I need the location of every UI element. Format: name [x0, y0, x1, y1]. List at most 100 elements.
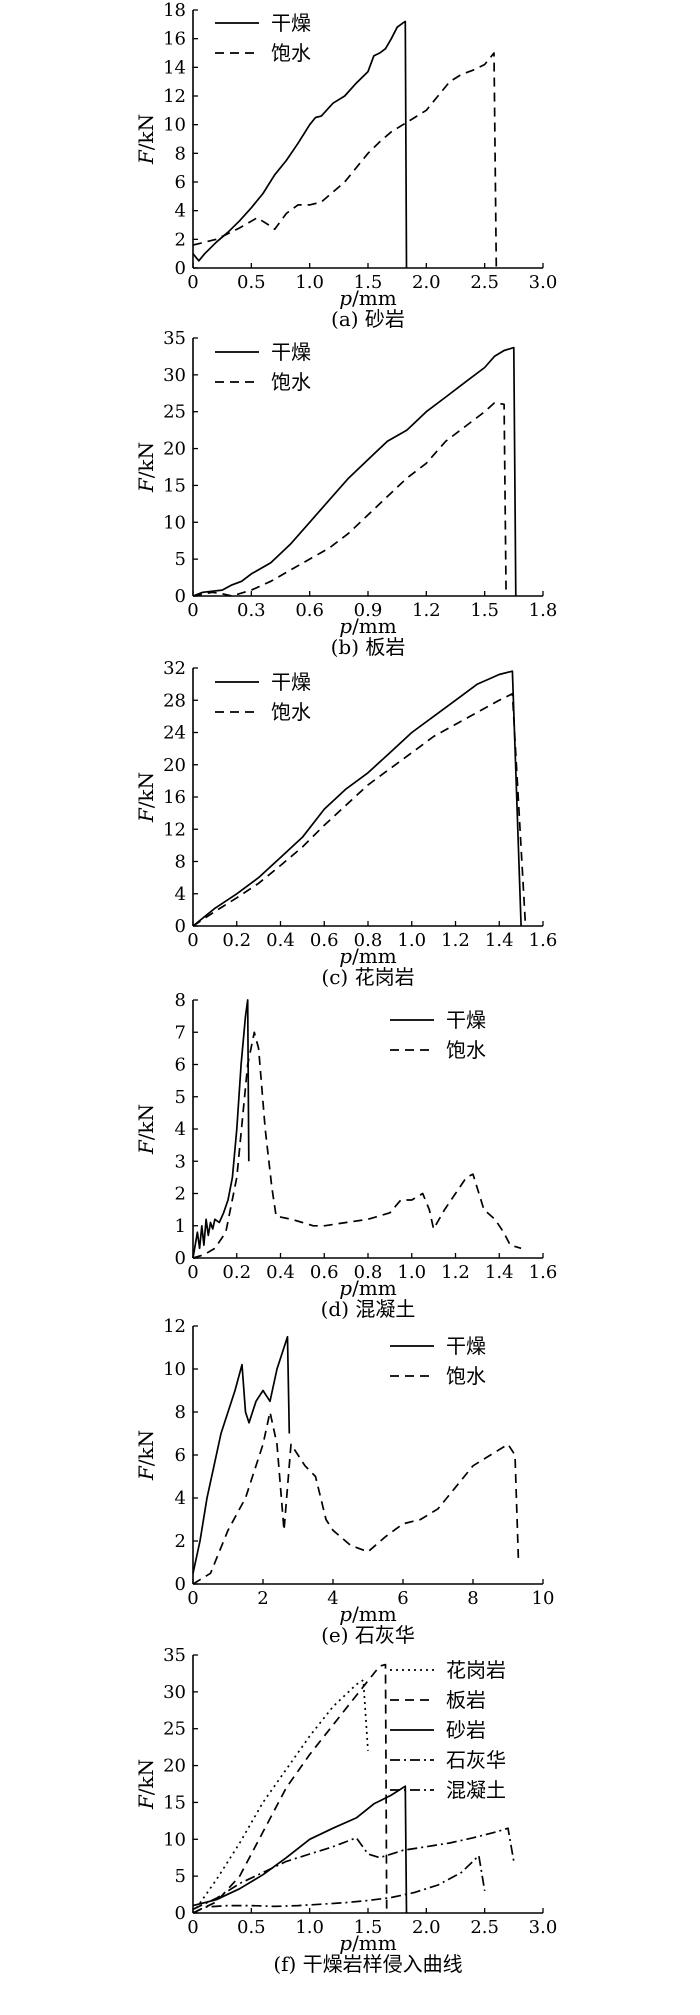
x-tick-label: 0	[187, 1917, 198, 1938]
chart-panel-6: 0 0.5 1.0 1.5 2.0 2.5 3.0 0 5 10 15 20 25 30 35 p/mm F/k…	[134, 1645, 557, 1976]
legend-label: 砂岩	[446, 1718, 486, 1742]
y-tick-label: 2	[175, 229, 186, 250]
series-line-2	[192, 692, 527, 927]
y-tick-label: 6	[175, 172, 186, 193]
y-tick-label: 12	[163, 819, 186, 840]
x-tick-label: 0.8	[354, 1262, 383, 1283]
x-tick-label: 0.2	[222, 930, 251, 951]
x-tick-label: 0	[187, 600, 198, 621]
y-tick-label: 35	[163, 328, 186, 349]
y-axis-title: F/kN	[134, 772, 158, 823]
y-tick-label: 5	[175, 1087, 186, 1108]
x-tick-label: 6	[397, 1588, 408, 1609]
x-tick-label: 1.0	[295, 1917, 324, 1938]
x-tick-label: 3.0	[529, 272, 558, 293]
x-tick-label: 0.6	[310, 1262, 339, 1283]
x-tick-label: 0.3	[237, 600, 266, 621]
x-tick-label: 0	[187, 930, 198, 951]
x-tick-label: 1.6	[529, 1262, 558, 1283]
x-tick-label: 1.2	[441, 1262, 470, 1283]
x-tick-label: 1.0	[295, 272, 324, 293]
y-tick-label: 10	[163, 115, 186, 136]
x-tick-label: 0.5	[237, 1917, 266, 1938]
x-tick-label: 1.5	[470, 600, 499, 621]
x-tick-label: 10	[532, 1588, 555, 1609]
legend-label: 干燥	[271, 340, 311, 364]
x-tick-label: 1.6	[529, 930, 558, 951]
legend-label: 干燥	[271, 670, 311, 694]
y-tick-label: 0	[175, 1248, 186, 1269]
x-tick-label: 1.2	[441, 930, 470, 951]
x-tick-label: 8	[467, 1588, 478, 1609]
x-tick-label: 0.4	[266, 930, 295, 951]
legend-label: 饱水	[271, 700, 311, 724]
legend-label: 混凝土	[446, 1778, 506, 1802]
y-tick-label: 20	[163, 439, 186, 460]
y-tick-label: 2	[175, 1531, 186, 1552]
x-axis-title: p/mm	[339, 1276, 397, 1300]
y-tick-label: 18	[163, 0, 186, 21]
series-line-2	[192, 1663, 388, 1914]
y-tick-label: 14	[163, 57, 186, 78]
legend-label: 干燥	[446, 1008, 486, 1032]
y-tick-label: 5	[175, 549, 186, 570]
y-tick-label: 25	[163, 402, 186, 423]
y-tick-label: 24	[163, 723, 186, 744]
series-line-4	[192, 1827, 515, 1911]
legend-label: 饱水	[446, 1038, 486, 1062]
series-line-1	[192, 346, 517, 597]
chart-panel-2: 0 0.3 0.6 0.9 1.2 1.5 1.8 0 5 10 15 20 25 30 35 p/mm F/k…	[134, 328, 557, 659]
y-tick-label: 10	[163, 512, 186, 533]
y-axis-title: F/kN	[134, 442, 158, 493]
x-tick-label: 0.2	[222, 1262, 251, 1283]
chart-panel-4: 0 0.2 0.4 0.6 0.8 1.0 1.2 1.4 1.6 0 1 2 3 4 5 6 7 8 p/mm F/…	[134, 990, 557, 1321]
legend-label: 花岗岩	[446, 1658, 506, 1682]
y-tick-label: 4	[175, 1119, 186, 1140]
x-axis-title: p/mm	[339, 1931, 397, 1955]
y-tick-label: 0	[175, 916, 186, 937]
y-tick-label: 7	[175, 1022, 186, 1043]
y-axis-title: F/kN	[134, 114, 158, 165]
y-tick-label: 3	[175, 1151, 186, 1172]
series-line-2	[192, 52, 498, 269]
y-tick-label: 15	[163, 475, 186, 496]
y-tick-label: 8	[175, 852, 186, 873]
y-tick-label: 4	[175, 1488, 186, 1509]
y-tick-label: 4	[175, 884, 186, 905]
y-tick-label: 0	[175, 586, 186, 607]
y-tick-label: 25	[163, 1719, 186, 1740]
x-tick-label: 0	[187, 272, 198, 293]
legend-label: 干燥	[271, 11, 311, 35]
series-line-1	[192, 999, 250, 1259]
x-tick-label: 4	[327, 1588, 338, 1609]
y-tick-label: 4	[175, 201, 186, 222]
y-tick-label: 16	[163, 787, 186, 808]
y-tick-label: 6	[175, 1055, 186, 1076]
series-line-3	[192, 1785, 408, 1914]
legend-label: 饱水	[271, 370, 311, 394]
y-tick-label: 10	[163, 1359, 186, 1380]
x-tick-label: 0.4	[266, 1262, 295, 1283]
x-tick-label: 1.2	[412, 600, 441, 621]
y-tick-label: 32	[163, 658, 186, 679]
x-tick-label: 0	[187, 1588, 198, 1609]
series-line-1	[192, 20, 408, 269]
y-tick-label: 16	[163, 29, 186, 50]
y-tick-label: 0	[175, 1574, 186, 1595]
x-tick-label: 1.4	[485, 930, 514, 951]
x-tick-label: 1.0	[397, 1262, 426, 1283]
y-tick-label: 2	[175, 1184, 186, 1205]
series-line-1	[192, 1679, 369, 1914]
y-tick-label: 0	[175, 1903, 186, 1924]
x-tick-label: 2	[257, 1588, 268, 1609]
chart-panel-1: 0 0.5 1.0 1.5 2.0 2.5 3.0 0 2 4 6 8 10 12 14 16 18 p/mm F/…	[134, 0, 557, 331]
legend-label: 石灰华	[446, 1748, 506, 1772]
y-tick-label: 5	[175, 1866, 186, 1887]
x-tick-label: 0.6	[310, 930, 339, 951]
